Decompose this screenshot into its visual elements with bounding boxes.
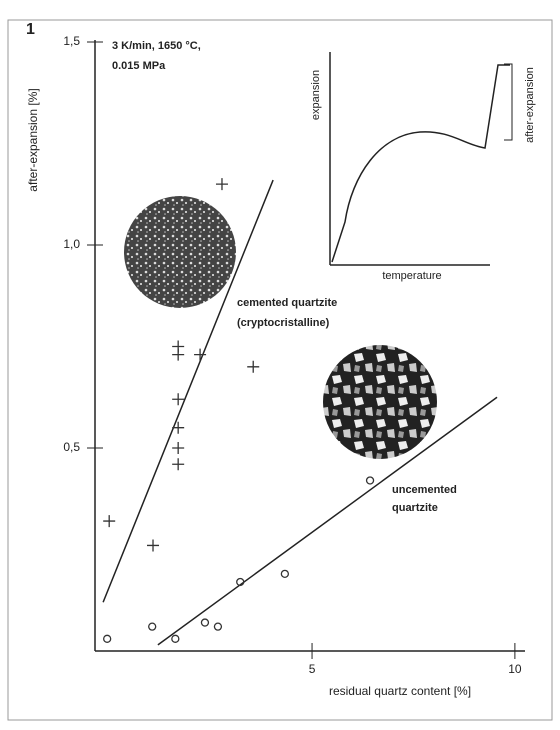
plus-point [172,422,184,434]
micrograph [323,345,437,459]
frame [8,20,552,720]
circle-point [104,635,111,642]
plus-point [147,539,159,551]
figure: 1 3 K/min, 1650 °C, 0.015 MPa after-expa… [0,0,560,725]
plus-point [172,458,184,470]
annotation: cemented quartzite [237,297,337,309]
circle-point [172,635,179,642]
micrograph [124,196,236,308]
plus-point [172,341,184,353]
inset [330,52,512,265]
y-tick-label: 1,5 [63,34,80,48]
circle-point [281,570,288,577]
y-axis-label: after-expansion [%] [26,88,40,191]
plus-point [103,515,115,527]
annotation: quartzite [392,502,438,514]
y-tick-label: 0,5 [63,440,80,454]
inset-x-label: temperature [382,270,441,282]
plus-point [172,442,184,454]
circle-point [149,623,156,630]
annotation: uncemented [392,484,457,496]
circle-point [214,623,221,630]
trend-line [158,397,497,645]
inset-bracket-label: after-expansion [524,67,536,143]
title-line: 3 K/min, 1650 °C, [112,40,201,52]
x-tick-label: 10 [508,662,522,676]
title-line: 0.015 MPa [112,60,166,72]
plus-point [216,178,228,190]
inset-y-label: expansion [310,70,322,120]
circle-point [367,477,374,484]
x-axis-label: residual quartz content [%] [329,684,471,698]
annotation: (cryptocristalline) [237,317,330,329]
circle-point [201,619,208,626]
y-tick-label: 1,0 [63,237,80,251]
x-tick-label: 5 [309,662,316,676]
panel-label: 1 [26,21,35,38]
plus-point [247,361,259,373]
